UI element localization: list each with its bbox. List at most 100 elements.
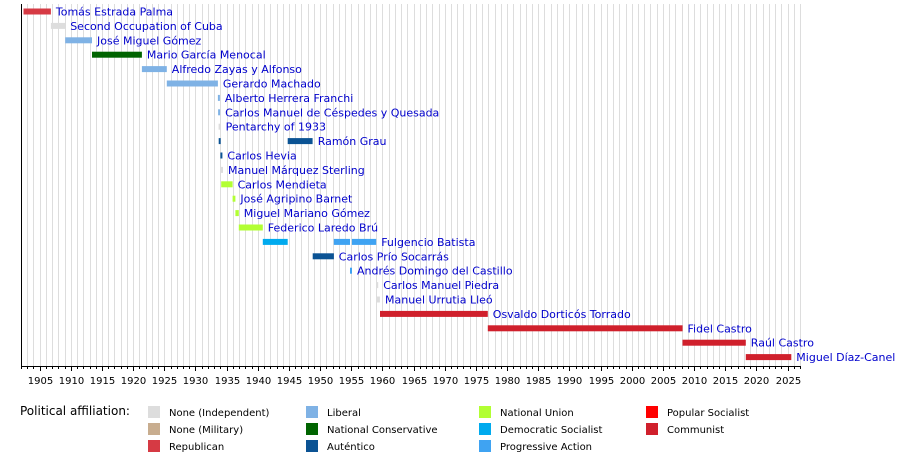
timeline-bar [376, 282, 379, 289]
president-label: Miguel Díaz-Canel [796, 351, 895, 364]
legend-label: National Conservative [327, 425, 438, 436]
x-tick-label: 1925 [152, 376, 177, 387]
x-tick-label: 2010 [682, 376, 707, 387]
president-label: Osvaldo Dorticós Torrado [493, 308, 631, 321]
x-tick-label: 1950 [308, 376, 333, 387]
president-label: José Agripino Barnet [239, 193, 353, 206]
president-label: Alberto Herrera Franchi [225, 92, 353, 105]
legend-swatch [306, 406, 318, 418]
legend-label: Liberal [327, 408, 361, 419]
x-tick-label: 1940 [246, 376, 271, 387]
president-label: Miguel Mariano Gómez [244, 207, 370, 220]
timeline-bar [50, 22, 66, 29]
president-label: Carlos Mendieta [238, 178, 327, 191]
timeline-bar [287, 138, 313, 145]
timeline-bar [333, 238, 350, 245]
president-label: Pentarchy of 1933 [226, 121, 326, 134]
timeline-bar [350, 267, 352, 274]
timeline-bar [235, 210, 239, 217]
timeline-bar [745, 354, 792, 361]
president-label: Carlos Prío Socarrás [339, 250, 449, 263]
timeline-bar [23, 8, 51, 15]
x-tick-label: 1905 [28, 376, 53, 387]
x-tick-label: 1990 [557, 376, 582, 387]
x-tick-label: 2020 [744, 376, 769, 387]
legend-label: Auténtico [327, 441, 375, 453]
x-axis: 1905 1910 1915 1920 1925 1930 1935 1940 1945 1950… [21, 4, 801, 387]
x-tick-label: 1945 [277, 376, 302, 387]
timeline-bar [65, 37, 92, 44]
timeline-bar [141, 66, 167, 73]
x-tick-label: 2025 [776, 376, 801, 387]
x-tick-label: 1920 [121, 376, 146, 387]
timeline-bar [218, 109, 221, 116]
timeline-bar [351, 238, 377, 245]
legend-swatch [646, 423, 658, 435]
legend-swatch [479, 440, 491, 452]
legend-swatch [148, 406, 160, 418]
timeline-bar [218, 123, 221, 130]
timeline-bar [232, 195, 236, 202]
x-tick-label: 1995 [589, 376, 614, 387]
legend-swatch [148, 440, 160, 452]
x-tick-label: 2005 [651, 376, 676, 387]
timeline-bar [217, 94, 220, 101]
president-label: Second Occupation of Cuba [70, 20, 222, 33]
legend-label: None (Independent) [169, 408, 270, 419]
president-label: Tomás Estrada Palma [55, 6, 173, 19]
timeline-bar [487, 325, 683, 332]
legend-swatch [306, 440, 318, 452]
legend-label: None (Military) [169, 425, 243, 436]
legend-label: Republican [169, 442, 224, 453]
timeline-bars [23, 8, 792, 361]
president-label: Andrés Domingo del Castillo [357, 265, 513, 278]
legend-label: Progressive Action [500, 442, 592, 453]
president-label: Gerardo Machado [223, 78, 321, 91]
timeline-bar [238, 224, 263, 231]
x-tick-label: 1915 [90, 376, 115, 387]
legend-swatch [646, 406, 658, 418]
legend-swatch [479, 406, 491, 418]
legend-swatch [479, 423, 491, 435]
x-tick-label: 2015 [713, 376, 738, 387]
timeline-bar [92, 51, 142, 58]
timeline-bar [218, 138, 221, 145]
president-label: Alfredo Zayas y Alfonso [172, 63, 302, 76]
timeline-bar [376, 296, 380, 303]
president-label: Carlos Hevia [227, 150, 296, 163]
legend-label: Popular Socialist [667, 408, 749, 419]
legend-swatch [148, 423, 160, 435]
x-tick-label: 1985 [526, 376, 551, 387]
president-label: Raúl Castro [751, 337, 814, 350]
president-label: Ramón Grau [318, 135, 387, 148]
timeline-bar [682, 339, 746, 346]
legend-label: Communist [667, 425, 724, 436]
legend: Political affiliation: None (Independent… [20, 404, 749, 453]
grid-lines [21, 4, 801, 366]
x-tick-label: 1930 [183, 376, 208, 387]
legend-title: Political affiliation: [20, 404, 130, 418]
x-tick-label: 1970 [433, 376, 458, 387]
president-label: Fidel Castro [688, 322, 753, 335]
president-label: Federico Laredo Brú [268, 222, 378, 235]
x-tick-label: 1910 [59, 376, 84, 387]
president-label: Manuel Urrutia Lleó [385, 294, 493, 307]
x-tick-label: 1965 [402, 376, 427, 387]
timeline-bar [262, 238, 288, 245]
x-tick-label: 1960 [370, 376, 395, 387]
president-label: Carlos Manuel Piedra [383, 279, 499, 292]
legend-label: Democratic Socialist [500, 425, 602, 436]
x-tick-label: 1975 [464, 376, 489, 387]
president-label: Manuel Márquez Sterling [228, 164, 365, 177]
president-label: Fulgencio Batista [381, 236, 475, 249]
x-tick-label: 1980 [495, 376, 520, 387]
legend-label: National Union [500, 408, 574, 419]
timeline-bar [312, 253, 334, 260]
x-tick-label: 1935 [215, 376, 240, 387]
timeline-bar [166, 80, 218, 87]
x-tick-label: 2000 [620, 376, 645, 387]
timeline-bar [380, 310, 488, 317]
timeline-bar [220, 152, 223, 159]
